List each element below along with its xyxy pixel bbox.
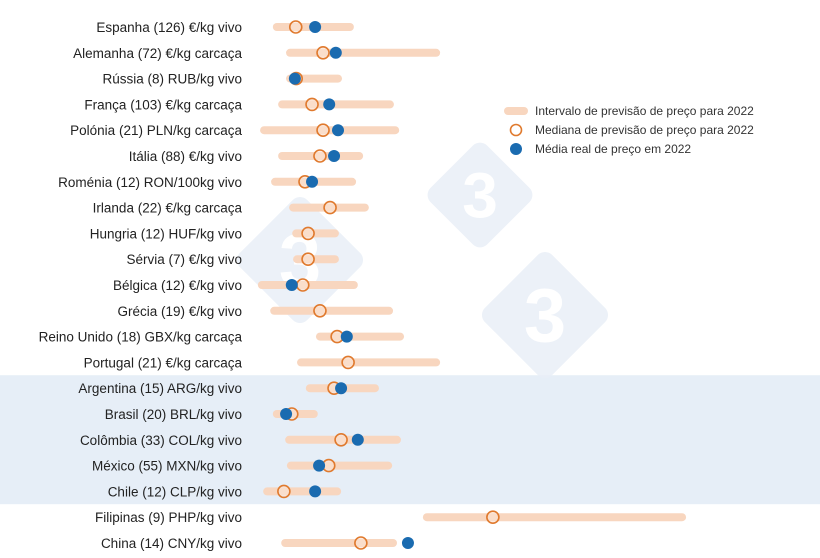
row-label: China (14) CNY/kg vivo: [101, 536, 242, 551]
chart-row: Itália (88) €/kg vivo: [129, 149, 364, 164]
median-marker: [323, 200, 337, 215]
mean-marker: [323, 98, 336, 111]
chart-row: França (103) €/kg carcaça: [84, 97, 394, 112]
legend-mean-label: Média real de preço em 2022: [535, 142, 691, 156]
legend-range-label: Intervalo de previsão de preço para 2022: [535, 104, 754, 118]
median-marker: [305, 97, 319, 112]
median-marker: [334, 432, 348, 447]
chart-row: Brasil (20) BRL/kg vivo: [105, 407, 318, 422]
row-label: Rússia (8) RUB/kg vivo: [102, 72, 242, 87]
watermark-diamond: 3: [481, 251, 609, 379]
mean-marker: [332, 124, 344, 137]
mean-marker: [351, 433, 364, 446]
row-label: França (103) €/kg carcaça: [84, 97, 242, 112]
row-label: Grécia (19) €/kg vivo: [117, 304, 242, 319]
mean-marker: [285, 279, 298, 291]
mean-marker: [401, 537, 414, 549]
row-label: Chile (12) CLP/kg vivo: [108, 484, 242, 499]
svg-text:3: 3: [462, 159, 498, 231]
row-label: Irlanda (22) €/kg carcaça: [93, 201, 243, 216]
row-label: Sérvia (7) €/kg vivo: [126, 252, 242, 267]
mean-marker: [313, 459, 326, 472]
row-label: México (55) MXN/kg vivo: [92, 459, 242, 474]
row-label: Roménia (12) RON/100kg vivo: [58, 175, 242, 190]
chart-row: Reino Unido (18) GBX/kg carcaça: [39, 330, 405, 345]
row-label: Itália (88) €/kg vivo: [129, 149, 242, 164]
median-marker: [301, 226, 315, 241]
mean-marker: [288, 72, 301, 85]
median-marker: [316, 123, 330, 137]
row-label: Polónia (21) PLN/kg carcaça: [70, 123, 242, 138]
median-marker: [301, 252, 315, 267]
row-label: Espanha (126) €/kg vivo: [96, 20, 242, 35]
chart-row: Filipinas (9) PHP/kg vivo: [95, 510, 687, 525]
row-label: Argentina (15) ARG/kg vivo: [78, 381, 242, 396]
median-marker: [316, 45, 330, 60]
chart-row: Portugal (21) €/kg carcaça: [84, 355, 441, 370]
chart-row: Alemanha (72) €/kg carcaça: [73, 45, 441, 61]
row-label: Brasil (20) BRL/kg vivo: [105, 407, 242, 422]
mean-marker: [328, 150, 341, 162]
mean-marker: [335, 382, 348, 395]
chart-row: Irlanda (22) €/kg carcaça: [93, 200, 369, 216]
legend-mean-marker: [510, 143, 522, 155]
median-marker: [341, 355, 355, 370]
row-label: Portugal (21) €/kg carcaça: [84, 355, 243, 370]
row-label: Colômbia (33) COL/kg vivo: [80, 433, 242, 448]
row-label: Alemanha (72) €/kg carcaça: [73, 46, 242, 61]
median-marker: [486, 510, 500, 525]
chart-row: Colômbia (33) COL/kg vivo: [80, 432, 401, 448]
legend-median-marker: [509, 123, 523, 137]
mean-marker: [309, 21, 322, 33]
watermark-logo: 333: [236, 142, 609, 379]
chart-row: Bélgica (12) €/kg vivo: [113, 278, 358, 293]
mean-marker: [280, 408, 293, 420]
chart-row: Grécia (19) €/kg vivo: [117, 303, 394, 319]
median-marker: [277, 484, 291, 499]
median-marker: [288, 20, 303, 34]
row-label: Filipinas (9) PHP/kg vivo: [95, 510, 242, 525]
legend: Intervalo de previsão de preço para 2022…: [504, 104, 754, 156]
latin-america-highlight-band: [0, 375, 820, 505]
chart-row: Hungria (12) HUF/kg vivo: [90, 226, 339, 241]
chart-row: Polónia (21) PLN/kg carcaça: [70, 123, 400, 138]
row-label: Hungria (12) HUF/kg vivo: [90, 226, 242, 241]
mean-marker: [309, 485, 322, 498]
legend-median-label: Mediana de previsão de preço para 2022: [535, 123, 754, 137]
chart-row: Espanha (126) €/kg vivo: [96, 20, 354, 35]
mean-marker: [340, 330, 353, 343]
chart-row: Roménia (12) RON/100kg vivo: [58, 175, 357, 190]
median-marker: [354, 536, 368, 550]
median-marker: [313, 303, 327, 318]
chart-row: Argentina (15) ARG/kg vivo: [78, 381, 379, 396]
chart-row: Sérvia (7) €/kg vivo: [126, 252, 339, 267]
row-label: Reino Unido (18) GBX/kg carcaça: [39, 330, 243, 345]
watermark-diamond: 3: [427, 142, 533, 248]
chart-row: México (55) MXN/kg vivo: [92, 459, 393, 474]
chart-row: Chile (12) CLP/kg vivo: [108, 484, 342, 499]
median-marker: [295, 278, 310, 292]
chart-row: Rússia (8) RUB/kg vivo: [102, 72, 342, 87]
chart-row: China (14) CNY/kg vivo: [101, 536, 414, 551]
mean-marker: [306, 175, 319, 188]
svg-text:3: 3: [524, 274, 566, 359]
median-marker: [313, 149, 327, 163]
row-label: Bélgica (12) €/kg vivo: [113, 278, 242, 293]
mean-marker: [329, 46, 342, 59]
